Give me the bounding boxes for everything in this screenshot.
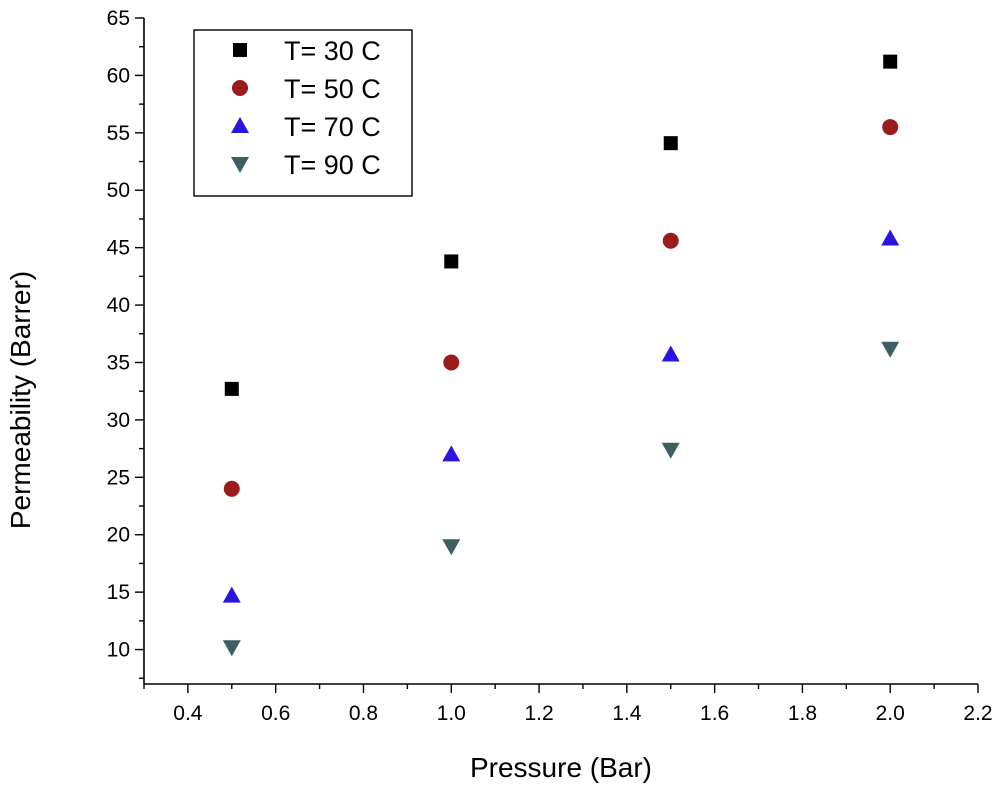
legend-label: T= 50 C [284, 74, 381, 104]
data-point [224, 381, 239, 396]
y-tick-label: 10 [107, 639, 130, 662]
data-point [883, 54, 898, 69]
legend-label: T= 90 C [284, 150, 381, 180]
legend-marker [231, 157, 249, 173]
data-point [223, 480, 240, 497]
data-point [662, 232, 679, 249]
x-ticks: 0.4 0.6 0.8 1.0 1.2 1.4 1.6 1.8 2.0 2.2 [143, 684, 993, 725]
y-tick-label: 20 [107, 524, 130, 547]
y-axis-label: Permeability (Barrer) [5, 271, 36, 529]
y-tick-label: 25 [107, 466, 130, 489]
legend-frame [193, 29, 413, 197]
data-point [444, 254, 459, 269]
x-tick-label: 1.2 [524, 702, 553, 725]
data-point [881, 341, 900, 358]
legend-label: T= 70 C [284, 112, 381, 142]
data-point [661, 442, 680, 459]
x-tick-label: 1.8 [788, 702, 817, 725]
y-tick-label: 45 [107, 237, 130, 260]
x-tick-label: 2.2 [963, 702, 992, 725]
x-tick-label: 2.0 [876, 702, 905, 725]
y-ticks: 10 15 20 25 30 35 40 45 50 55 60 65 [107, 7, 144, 679]
x-tick-label: 0.6 [261, 702, 290, 725]
y-tick-label: 30 [107, 409, 130, 432]
x-tick-label: 1.6 [700, 702, 729, 725]
data-point [443, 354, 460, 371]
data-point [442, 539, 461, 556]
legend-label: T= 30 C [284, 36, 381, 66]
x-axis-label: Pressure (Bar) [470, 752, 652, 783]
legend: T= 30 C T= 50 C T= 70 C T= 90 C [193, 29, 413, 197]
y-tick-label: 60 [107, 64, 130, 87]
x-tick-label: 1.0 [437, 702, 466, 725]
x-tick-label: 0.8 [349, 702, 378, 725]
x-tick-label: 0.4 [173, 702, 203, 725]
legend-marker [233, 43, 247, 57]
legend-marker [232, 80, 248, 96]
data-point [222, 586, 241, 603]
data-point [881, 229, 900, 246]
y-tick-label: 35 [107, 351, 130, 374]
x-tick-label: 1.4 [612, 702, 642, 725]
data-point [882, 119, 899, 136]
data-point [222, 640, 241, 657]
y-tick-label: 55 [107, 122, 130, 145]
data-point [442, 445, 461, 462]
legend-marker [231, 117, 249, 133]
y-tick-label: 65 [107, 7, 130, 30]
y-tick-label: 15 [107, 581, 130, 604]
data-point [661, 345, 680, 362]
axes [143, 18, 978, 685]
y-tick-label: 40 [107, 294, 130, 317]
y-tick-label: 50 [107, 179, 130, 202]
data-points [222, 54, 900, 657]
data-point [663, 136, 678, 151]
